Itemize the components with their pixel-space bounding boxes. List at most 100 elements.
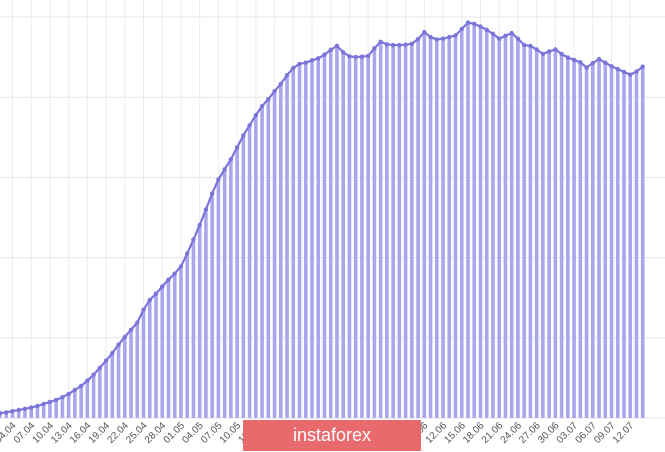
point <box>553 47 558 52</box>
point <box>621 69 627 75</box>
point <box>540 51 546 57</box>
bar <box>79 385 83 418</box>
bar <box>303 62 308 419</box>
point <box>528 43 533 49</box>
point <box>571 57 577 63</box>
bar <box>285 75 289 419</box>
point <box>509 30 514 36</box>
bar <box>185 253 189 418</box>
point <box>378 39 383 45</box>
bar <box>172 273 177 418</box>
bar <box>459 29 464 419</box>
point <box>266 97 271 102</box>
point <box>241 133 246 138</box>
point <box>484 27 489 33</box>
bar <box>484 29 489 418</box>
point <box>415 36 421 42</box>
point <box>278 81 283 87</box>
bar <box>609 66 614 418</box>
point <box>147 297 152 303</box>
point <box>178 264 184 269</box>
point <box>397 42 402 48</box>
point <box>503 33 508 39</box>
point <box>634 69 639 74</box>
bar <box>509 33 514 418</box>
point <box>160 284 165 289</box>
bar <box>403 44 408 418</box>
point <box>584 65 589 70</box>
point <box>472 21 477 27</box>
point <box>422 30 427 35</box>
point <box>353 54 358 60</box>
trend-line <box>0 21 644 415</box>
point <box>521 42 527 48</box>
bar <box>29 407 33 418</box>
bar <box>98 367 102 418</box>
bar <box>41 403 46 418</box>
bar <box>147 300 152 418</box>
point <box>72 387 78 393</box>
bar <box>584 67 589 418</box>
bar <box>603 62 608 419</box>
point <box>197 222 202 228</box>
point <box>66 391 71 397</box>
point <box>428 34 433 40</box>
point <box>628 72 633 77</box>
point <box>534 47 539 52</box>
point <box>365 53 371 59</box>
point <box>166 277 171 282</box>
bar <box>310 60 314 419</box>
bar <box>640 66 645 418</box>
bar <box>347 56 352 418</box>
point <box>122 334 128 340</box>
point <box>497 36 502 41</box>
bar <box>328 49 333 419</box>
bar <box>410 43 414 418</box>
bar <box>179 266 183 418</box>
point <box>141 307 146 312</box>
point <box>247 123 252 128</box>
point <box>0 410 3 416</box>
point <box>29 405 34 410</box>
point <box>347 54 352 59</box>
point <box>272 88 277 94</box>
bar <box>378 41 383 418</box>
bar <box>397 45 402 418</box>
point <box>234 145 240 150</box>
bar <box>216 179 221 418</box>
bar <box>204 209 208 418</box>
bar <box>10 411 15 418</box>
point <box>22 406 28 411</box>
point <box>359 54 365 59</box>
bar <box>235 147 239 418</box>
bar <box>478 26 483 419</box>
bar <box>66 393 71 418</box>
point <box>16 407 21 413</box>
point <box>578 60 583 65</box>
bar <box>634 71 639 418</box>
bar <box>559 53 564 418</box>
bar <box>116 344 121 418</box>
point <box>328 47 333 53</box>
point <box>640 64 645 69</box>
bar <box>91 374 96 418</box>
bar <box>385 44 389 418</box>
point <box>35 403 40 409</box>
point <box>216 177 221 182</box>
point <box>341 50 346 55</box>
point <box>116 342 121 347</box>
bar <box>0 413 2 418</box>
bar <box>441 38 445 419</box>
bar <box>297 63 302 419</box>
point <box>135 320 140 325</box>
bar <box>541 53 545 418</box>
bar <box>391 45 395 418</box>
bar <box>85 380 90 418</box>
point <box>85 378 90 383</box>
point <box>372 46 377 51</box>
point <box>60 394 65 400</box>
bar <box>229 159 233 419</box>
bar <box>135 322 140 418</box>
point <box>609 64 614 69</box>
bar <box>503 35 508 419</box>
